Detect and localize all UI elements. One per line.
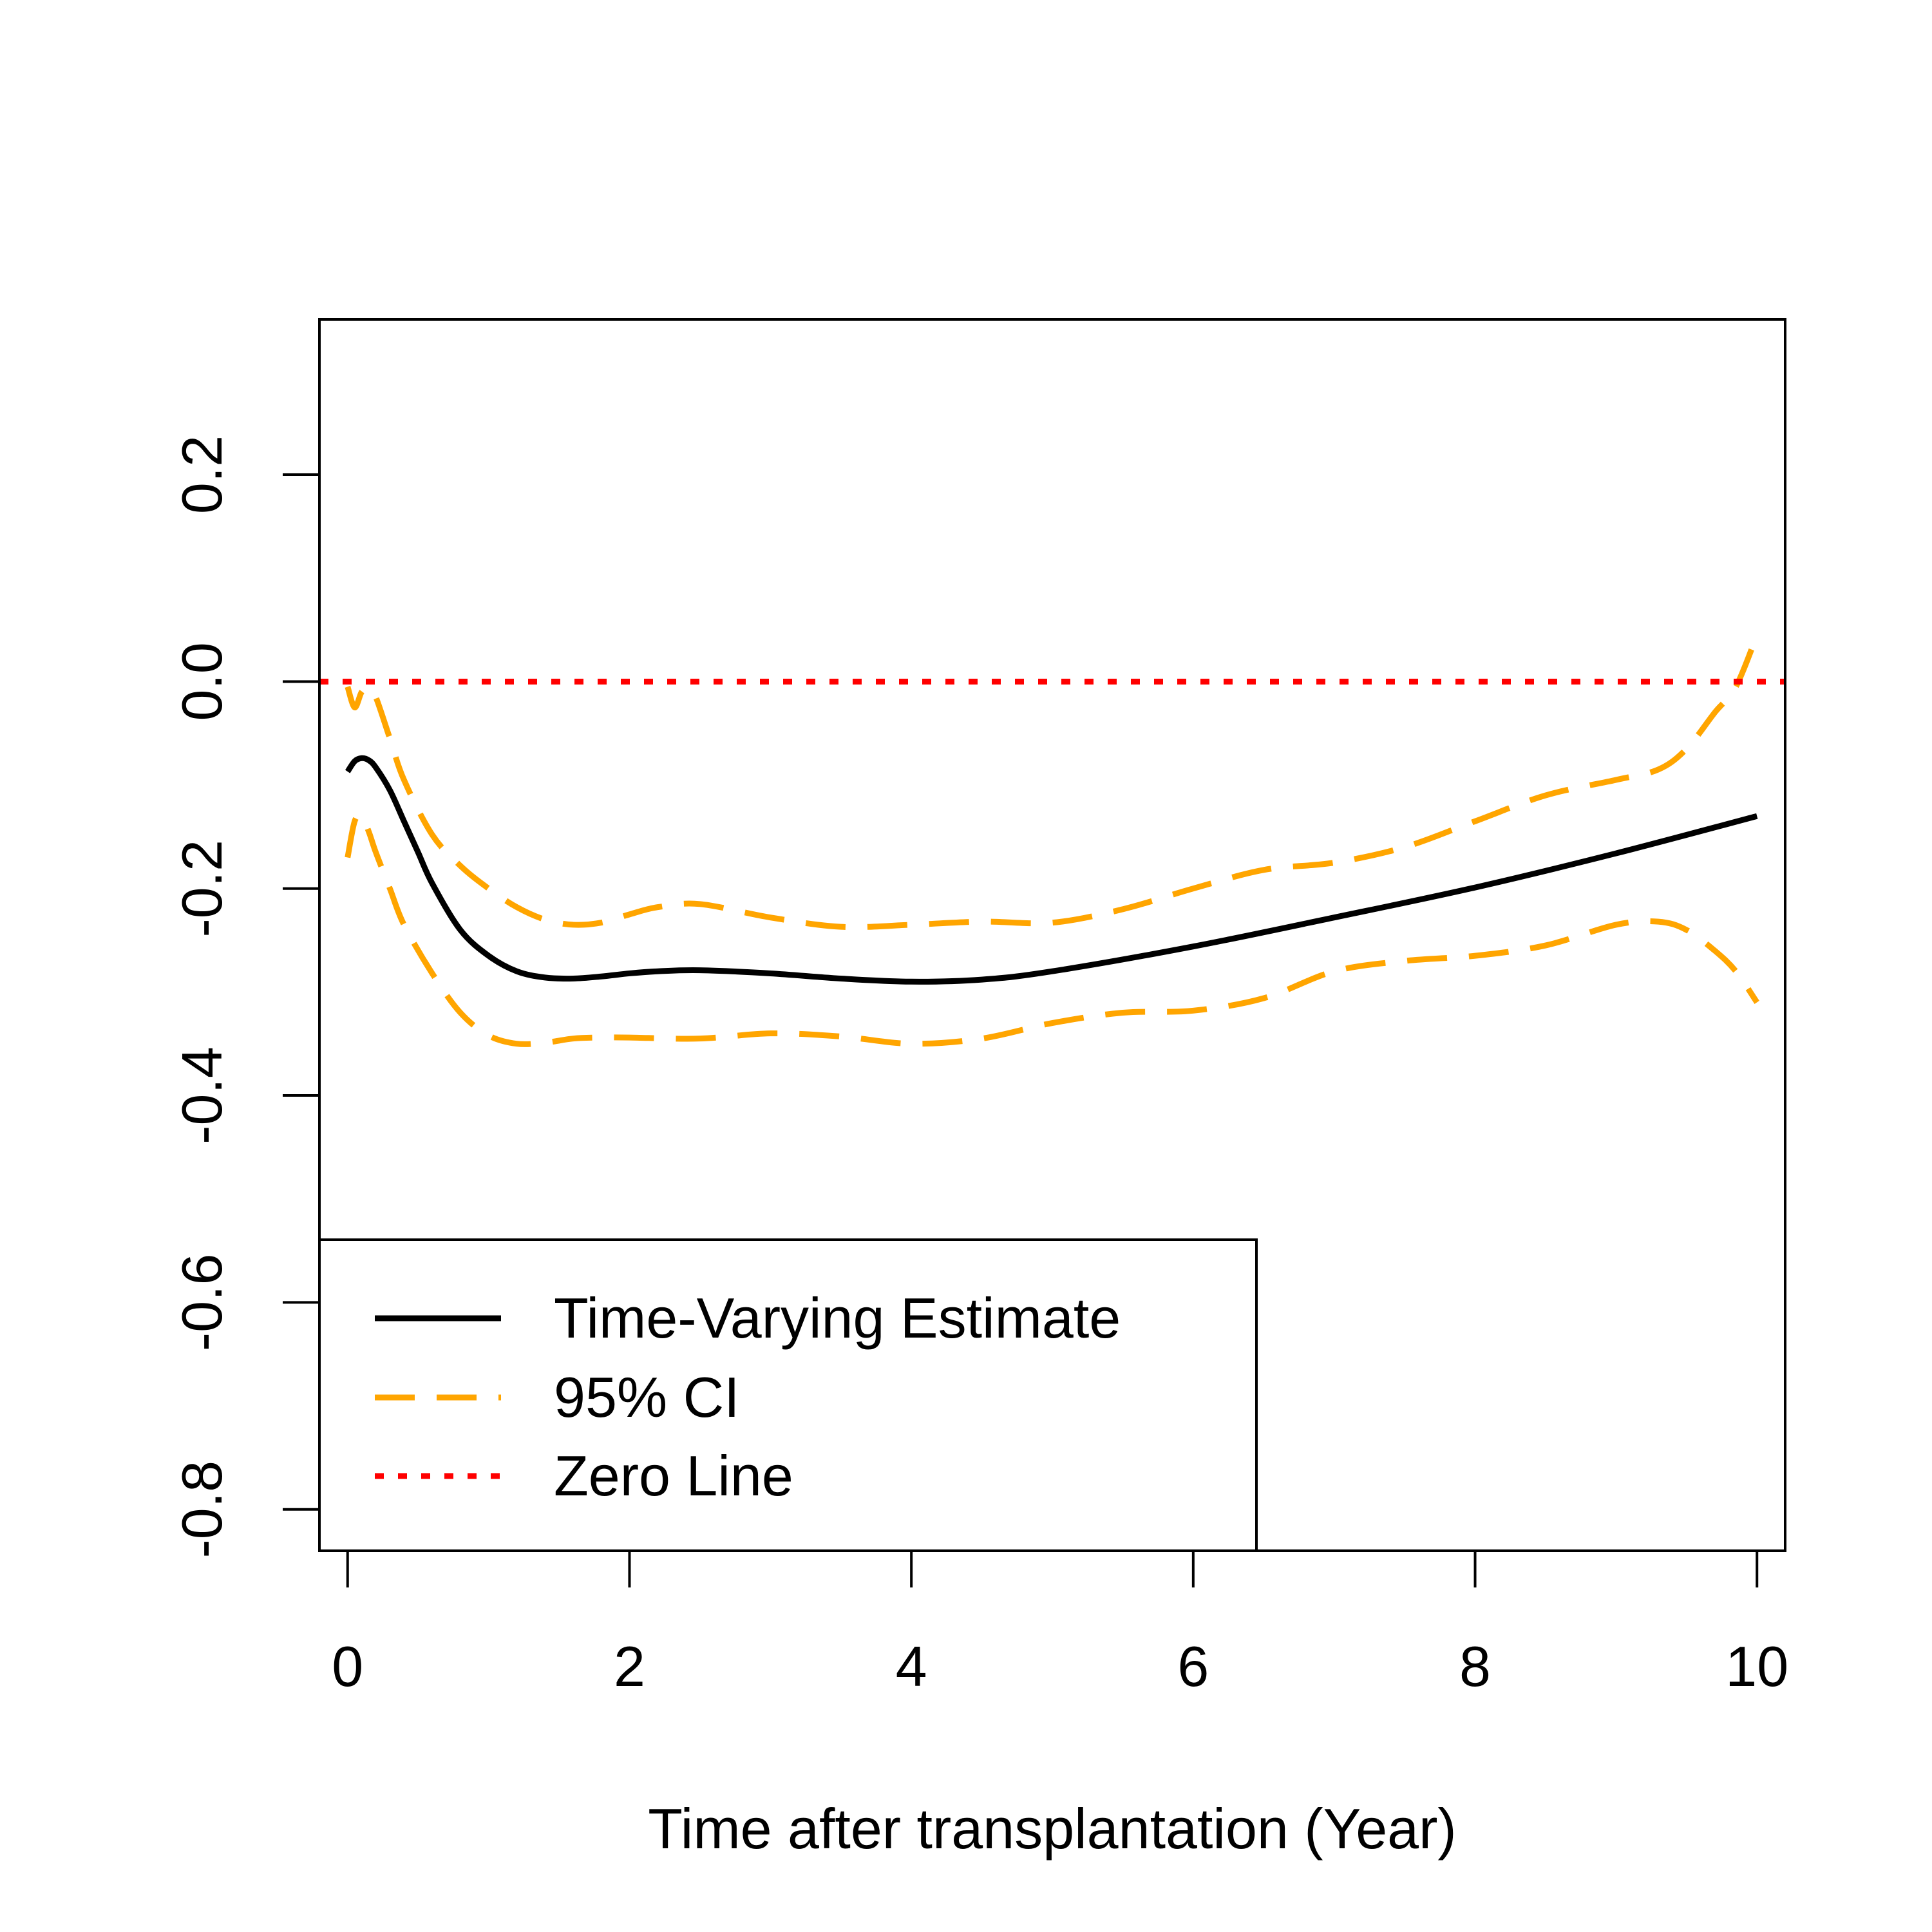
- y-tick-label: 0.0: [170, 642, 234, 721]
- x-tick-label: 6: [1177, 1634, 1209, 1698]
- legend: Time-Varying Estimate 95% CI Zero Line: [318, 1238, 1258, 1552]
- y-tick-label: -0.4: [170, 1046, 234, 1144]
- x-tick-label: 0: [332, 1634, 363, 1698]
- legend-label-estimate: Time-Varying Estimate: [554, 1286, 1121, 1350]
- y-tick-label: 0.2: [170, 435, 234, 514]
- x-axis-title: Time after transplantation (Year): [648, 1797, 1456, 1861]
- y-tick-label: -0.8: [170, 1461, 234, 1558]
- x-tick-label: 8: [1459, 1634, 1491, 1698]
- series-ci-lower-line: [345, 812, 1759, 1047]
- y-tick-label: -0.6: [170, 1254, 234, 1352]
- series-estimate-line: [345, 755, 1758, 985]
- series-layer: [319, 634, 1785, 1047]
- x-tick-label: 2: [614, 1634, 645, 1698]
- y-tick-label: -0.2: [170, 840, 234, 938]
- legend-label-zero: Zero Line: [554, 1444, 793, 1508]
- series-ci-upper-line: [345, 634, 1760, 931]
- legend-label-ci: 95% CI: [554, 1365, 740, 1429]
- x-tick-label: 10: [1725, 1634, 1788, 1698]
- x-tick-label: 4: [896, 1634, 927, 1698]
